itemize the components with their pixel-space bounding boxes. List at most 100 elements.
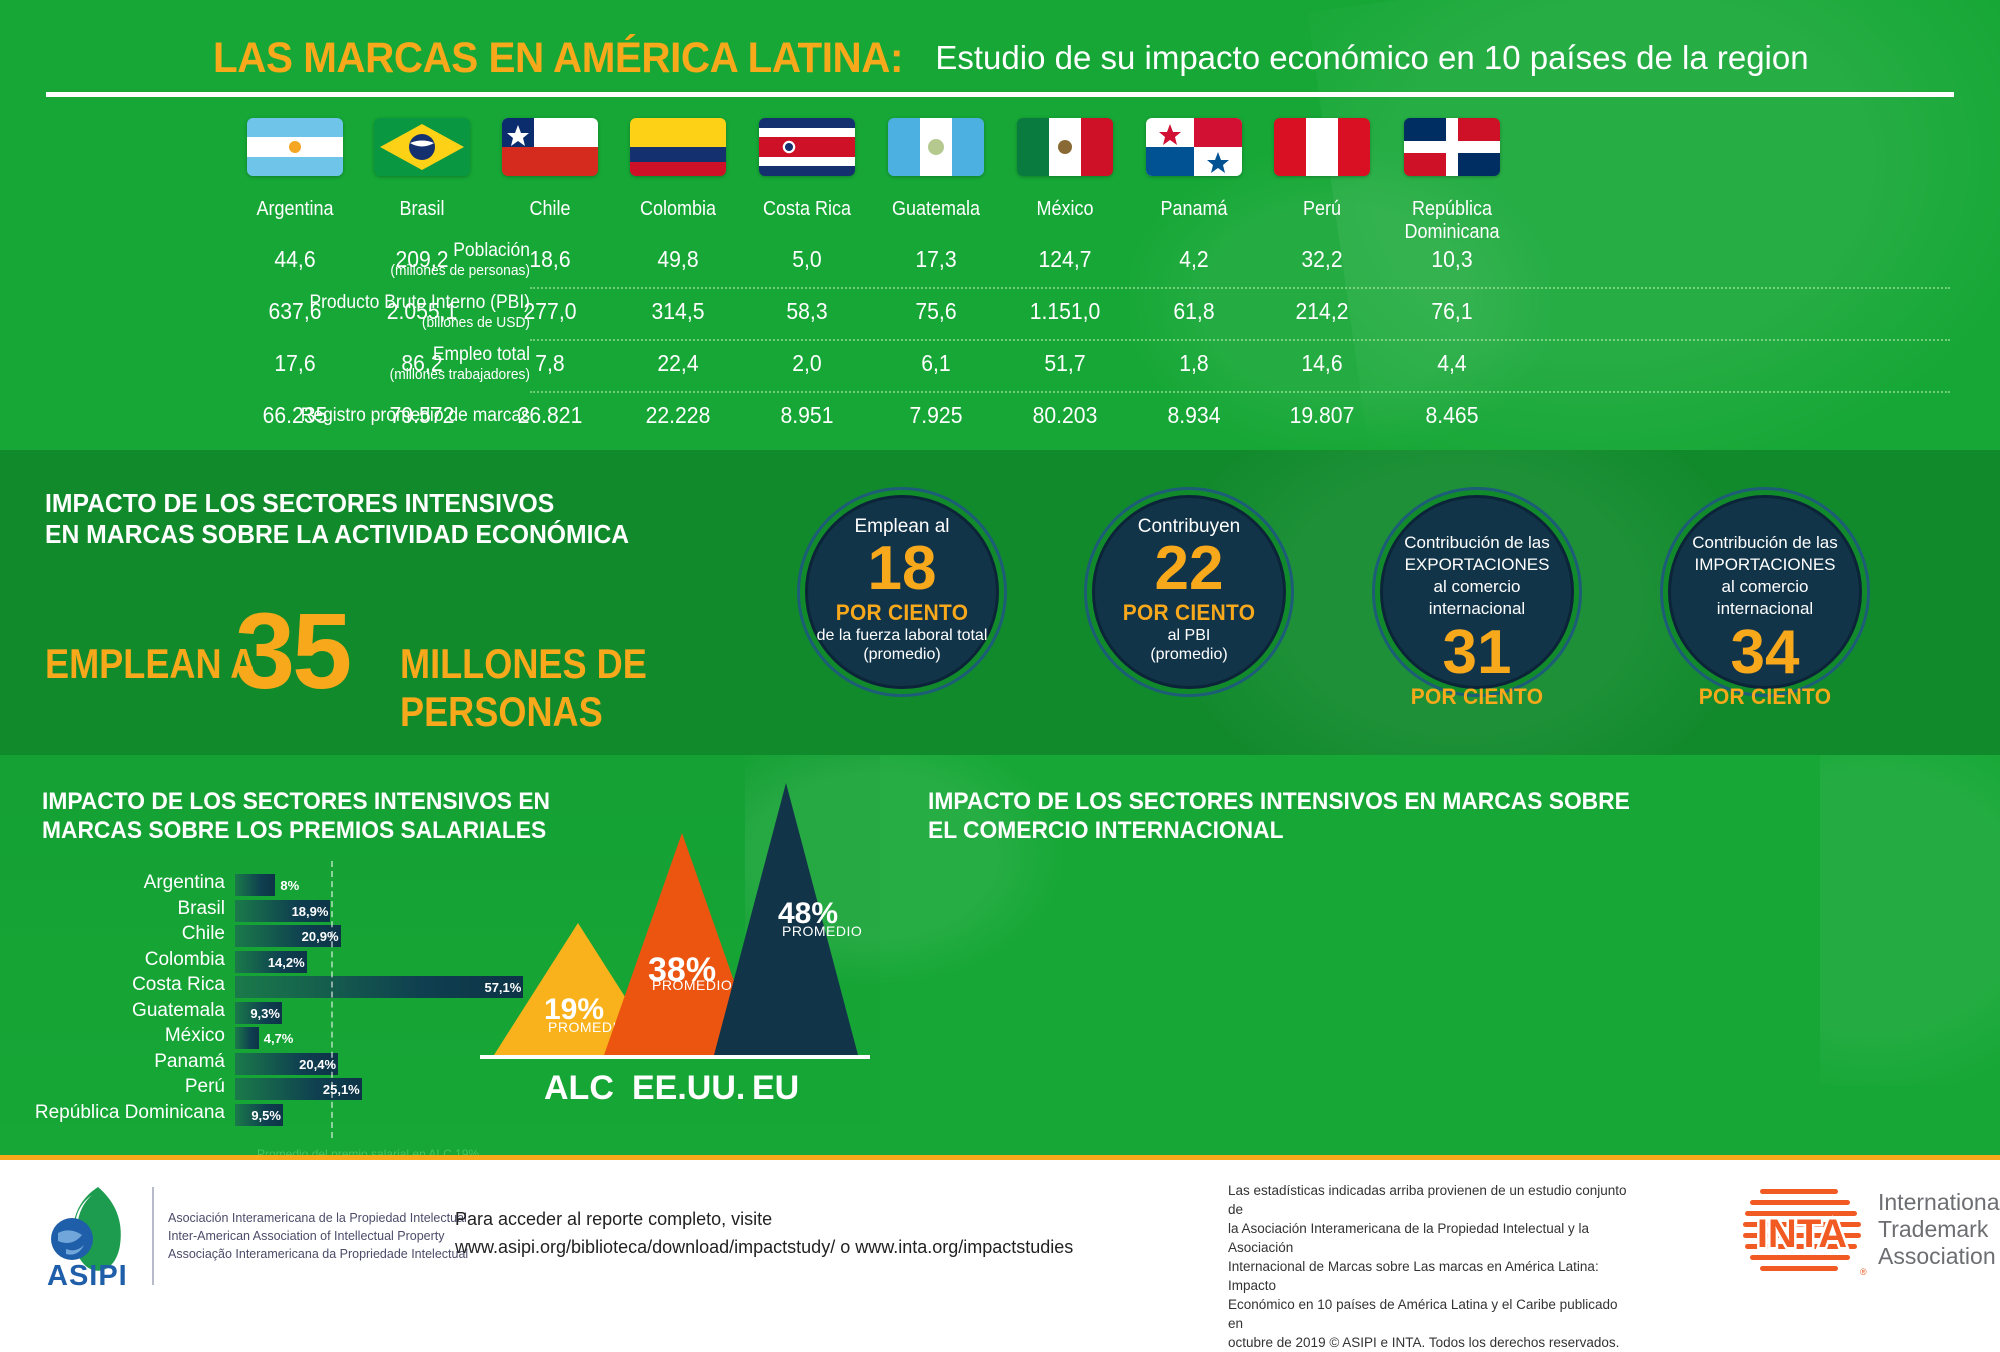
asipi-full-name: Asociación Interamericana de la Propieda… [168,1209,468,1263]
salary-bar [235,874,276,896]
svg-text:®: ® [1860,1267,1867,1277]
trade-chart-heading: IMPACTO DE LOS SECTORES INTENSIVOS EN MA… [928,787,1630,845]
table-row: Empleo total (millones trabajadores) 17,6 8… [0,342,2000,394]
salary-bar [235,1052,339,1075]
trade-heading-line1: IMPACTO DE LOS SECTORES INTENSIVOS EN MA… [928,788,1630,815]
row-separator [530,287,1950,289]
report-link-url[interactable]: www.asipi.org/biblioteca/download/impact… [455,1237,1074,1257]
country-name-3: Colombia [639,198,717,220]
employ-suffix: MILLONES DE PERSONAS [400,640,647,735]
table-cell: 18,6 [529,246,571,272]
triangle-promedio-label: PROMEDIO [782,923,863,939]
flag-panam- [1146,118,1242,176]
circle-number: 22 [1154,534,1224,603]
circle-top-label: Emplean al [854,516,950,537]
triangle-axis-label: ALC [544,1069,614,1107]
footer-divider-1 [152,1187,154,1285]
salary-bar-label: República Dominicana [34,1101,225,1123]
salary-bar-label: Guatemala [132,999,225,1021]
salary-bar-label: Brasil [177,897,225,919]
inta-line-3: Association [1878,1243,1996,1269]
country-name-8: Perú [1302,198,1342,220]
inta-line-1: International [1878,1189,2000,1215]
row-label: Registro promedio de marcas [300,405,530,426]
salary-heading-line2: MARCAS SOBRE LOS PREMIOS SALARIALES [42,817,547,844]
salary-chart-heading: IMPACTO DE LOS SECTORES INTENSIVOS EN MA… [42,787,550,845]
triangle-value: 38% [648,951,717,989]
table-cell: 79.572 [389,402,455,428]
salary-bar-label: Argentina [143,872,225,893]
economic-impact-heading-line2: EN MARCAS SOBRE LA ACTIVIDAD ECONÓMICA [45,519,630,549]
table-cell: 4,4 [1437,350,1467,376]
salary-average-caption: Promedio del premio salarial en ALC 19% [257,1147,480,1155]
table-cell: 19.807 [1289,402,1355,428]
legal-line-4: Económico en 10 países de América Latina… [1228,1297,1618,1331]
stat-circle-1: Emplean al 18 POR CIENTO de la fuerza labor… [805,495,999,689]
map-watermark-5 [1820,755,2000,1085]
footer: ASIPI Asociación Interamericana de la Pr… [0,1155,2000,1350]
report-link-block[interactable]: Para acceder al reporte completo, visite… [455,1205,1073,1261]
flag-colombia [630,118,726,176]
country-name-4: Costa Rica [762,198,852,220]
circle-number: 18 [867,534,937,603]
circle-bottom-label: al PBI (promedio) [1150,627,1228,663]
salary-bar-label: Panamá [154,1050,225,1072]
salary-bar [235,1103,283,1126]
table-cell: 277,0 [523,298,577,324]
charts-section: IMPACTO DE LOS SECTORES INTENSIVOS EN MA… [0,755,2000,1155]
flags-row [0,118,2000,180]
table-cell: 637,6 [268,298,322,324]
economic-impact-heading: IMPACTO DE LOS SECTORES INTENSIVOS EN MA… [45,488,629,550]
salary-bar [235,950,307,973]
triangle-value: 48% [778,897,839,930]
economic-impact-section: IMPACTO DE LOS SECTORES INTENSIVOS EN MA… [0,450,2000,755]
salary-bar-value: 25,1% [322,1082,360,1097]
table-cell: 17,6 [274,350,316,376]
circle-number: 34 [1730,618,1800,687]
table-cell: 49,8 [657,246,699,272]
table-cell: 8.951 [780,402,834,428]
svg-text:INTA: INTA [1757,1212,1847,1256]
table-cell: 32,2 [1301,246,1343,272]
circle-top-label: Contribución de las EXPORTACIONES al comer… [1404,533,1550,618]
table-cell: 6,1 [921,350,951,376]
salary-bar [235,1027,259,1049]
stat-circle-2: Contribuyen 22 POR CIENTO al PBI (promedio) [1092,495,1286,689]
triangle-value: 19% [544,993,605,1026]
report-link-intro: Para acceder al reporte completo, visite [455,1209,773,1229]
economic-impact-heading-line1: IMPACTO DE LOS SECTORES INTENSIVOS [45,488,555,518]
table-cell: 80.203 [1032,402,1098,428]
row-separator [530,339,1950,341]
table-cell: 51,7 [1044,350,1086,376]
triangle-eu [714,783,858,1055]
asipi-name-pt: Associação Interamericana da Propriedade… [168,1247,469,1261]
table-cell: 22,4 [657,350,699,376]
flag-chile [502,118,598,176]
circle-percent-label: POR CIENTO [1410,684,1544,709]
table-cell: 8.934 [1167,402,1221,428]
asipi-name-es: Asociación Interamericana de la Propieda… [168,1211,467,1225]
country-names-row: Argentina Brasil Chile Colombia Costa Rica Gu… [0,198,2000,243]
trade-heading-line2: EL COMERCIO INTERNACIONAL [928,817,1284,844]
table-cell: 26.821 [517,402,583,428]
circle-bottom-label: de la fuerza laboral total (promedio) [816,627,988,663]
table-cell: 5,0 [792,246,822,272]
left-shade [0,755,880,1155]
row-separator [530,391,1950,393]
table-cell: 44,6 [274,246,316,272]
table-cell: 209,2 [395,246,449,272]
inta-wordmark: International Trademark Association [1878,1189,2000,1270]
table-cell: 17,3 [915,246,957,272]
triangle-axis-label: EE.UU. [632,1069,746,1107]
salary-bar-value: 20,9% [301,929,339,944]
table-cell: 10,3 [1431,246,1473,272]
footer-top-rule [0,1155,2000,1160]
circle-top-label: Contribución de las IMPORTACIONES al comer… [1692,533,1838,618]
salary-bar-label: Chile [181,923,225,944]
country-name-5: Guatemala [891,198,981,220]
salary-bar-value: 57,1% [484,980,522,995]
employ-35-million-statement: EMPLEAN A 35 MILLONES DE PERSONAS [45,590,775,735]
triangle-baseline [480,1055,870,1059]
country-name-6: México [1036,198,1094,220]
